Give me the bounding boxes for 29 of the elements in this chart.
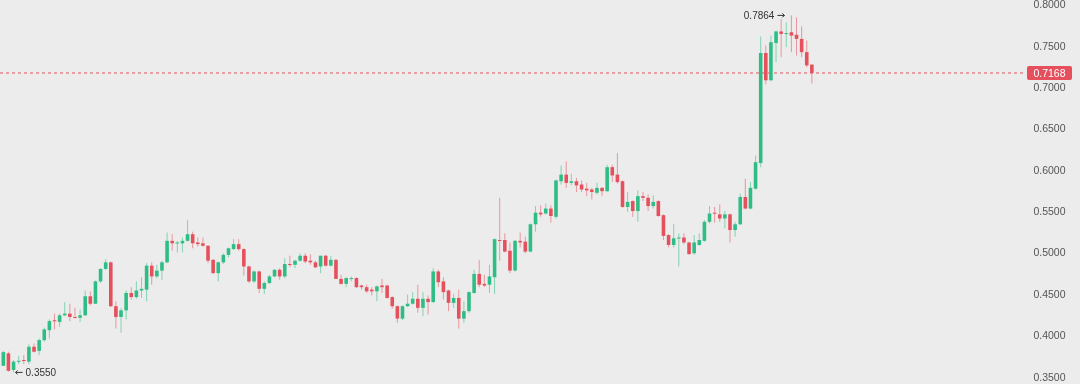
annotation: 0.7864 (743, 10, 775, 22)
candlestick (293, 259, 297, 269)
annotation: 0.3550 (25, 367, 57, 379)
candlestick (298, 252, 302, 263)
candlestick (73, 307, 77, 320)
candlestick (375, 285, 379, 302)
candlestick (32, 342, 36, 354)
candlestick (600, 186, 604, 197)
candlestick (723, 210, 727, 229)
y-tick-label: 0.5000 (1033, 246, 1066, 259)
y-tick-label: 0.5500 (1033, 205, 1066, 218)
y-tick-label: 0.7000 (1033, 80, 1066, 93)
y-tick-label: 0.6500 (1033, 122, 1066, 135)
candlestick (68, 303, 72, 322)
y-tick-label: 0.4000 (1033, 329, 1066, 342)
y-tick-label: 0.8000 (1033, 0, 1066, 11)
candlestick (595, 182, 599, 195)
candlestick (339, 274, 343, 286)
y-tick-label: 0.7500 (1033, 39, 1066, 52)
candlestick (733, 221, 737, 238)
y-tick-label: 0.6000 (1033, 163, 1066, 176)
candlestick (549, 204, 553, 224)
candlestick (288, 255, 292, 268)
ref-line-label: 0.7168 (1033, 66, 1066, 79)
candlestick (646, 193, 650, 212)
y-tick-label: 0.4500 (1033, 287, 1066, 300)
candlestick (78, 309, 82, 323)
y-tick-label: 0.3500 (1033, 370, 1066, 383)
candlestick (641, 191, 645, 202)
